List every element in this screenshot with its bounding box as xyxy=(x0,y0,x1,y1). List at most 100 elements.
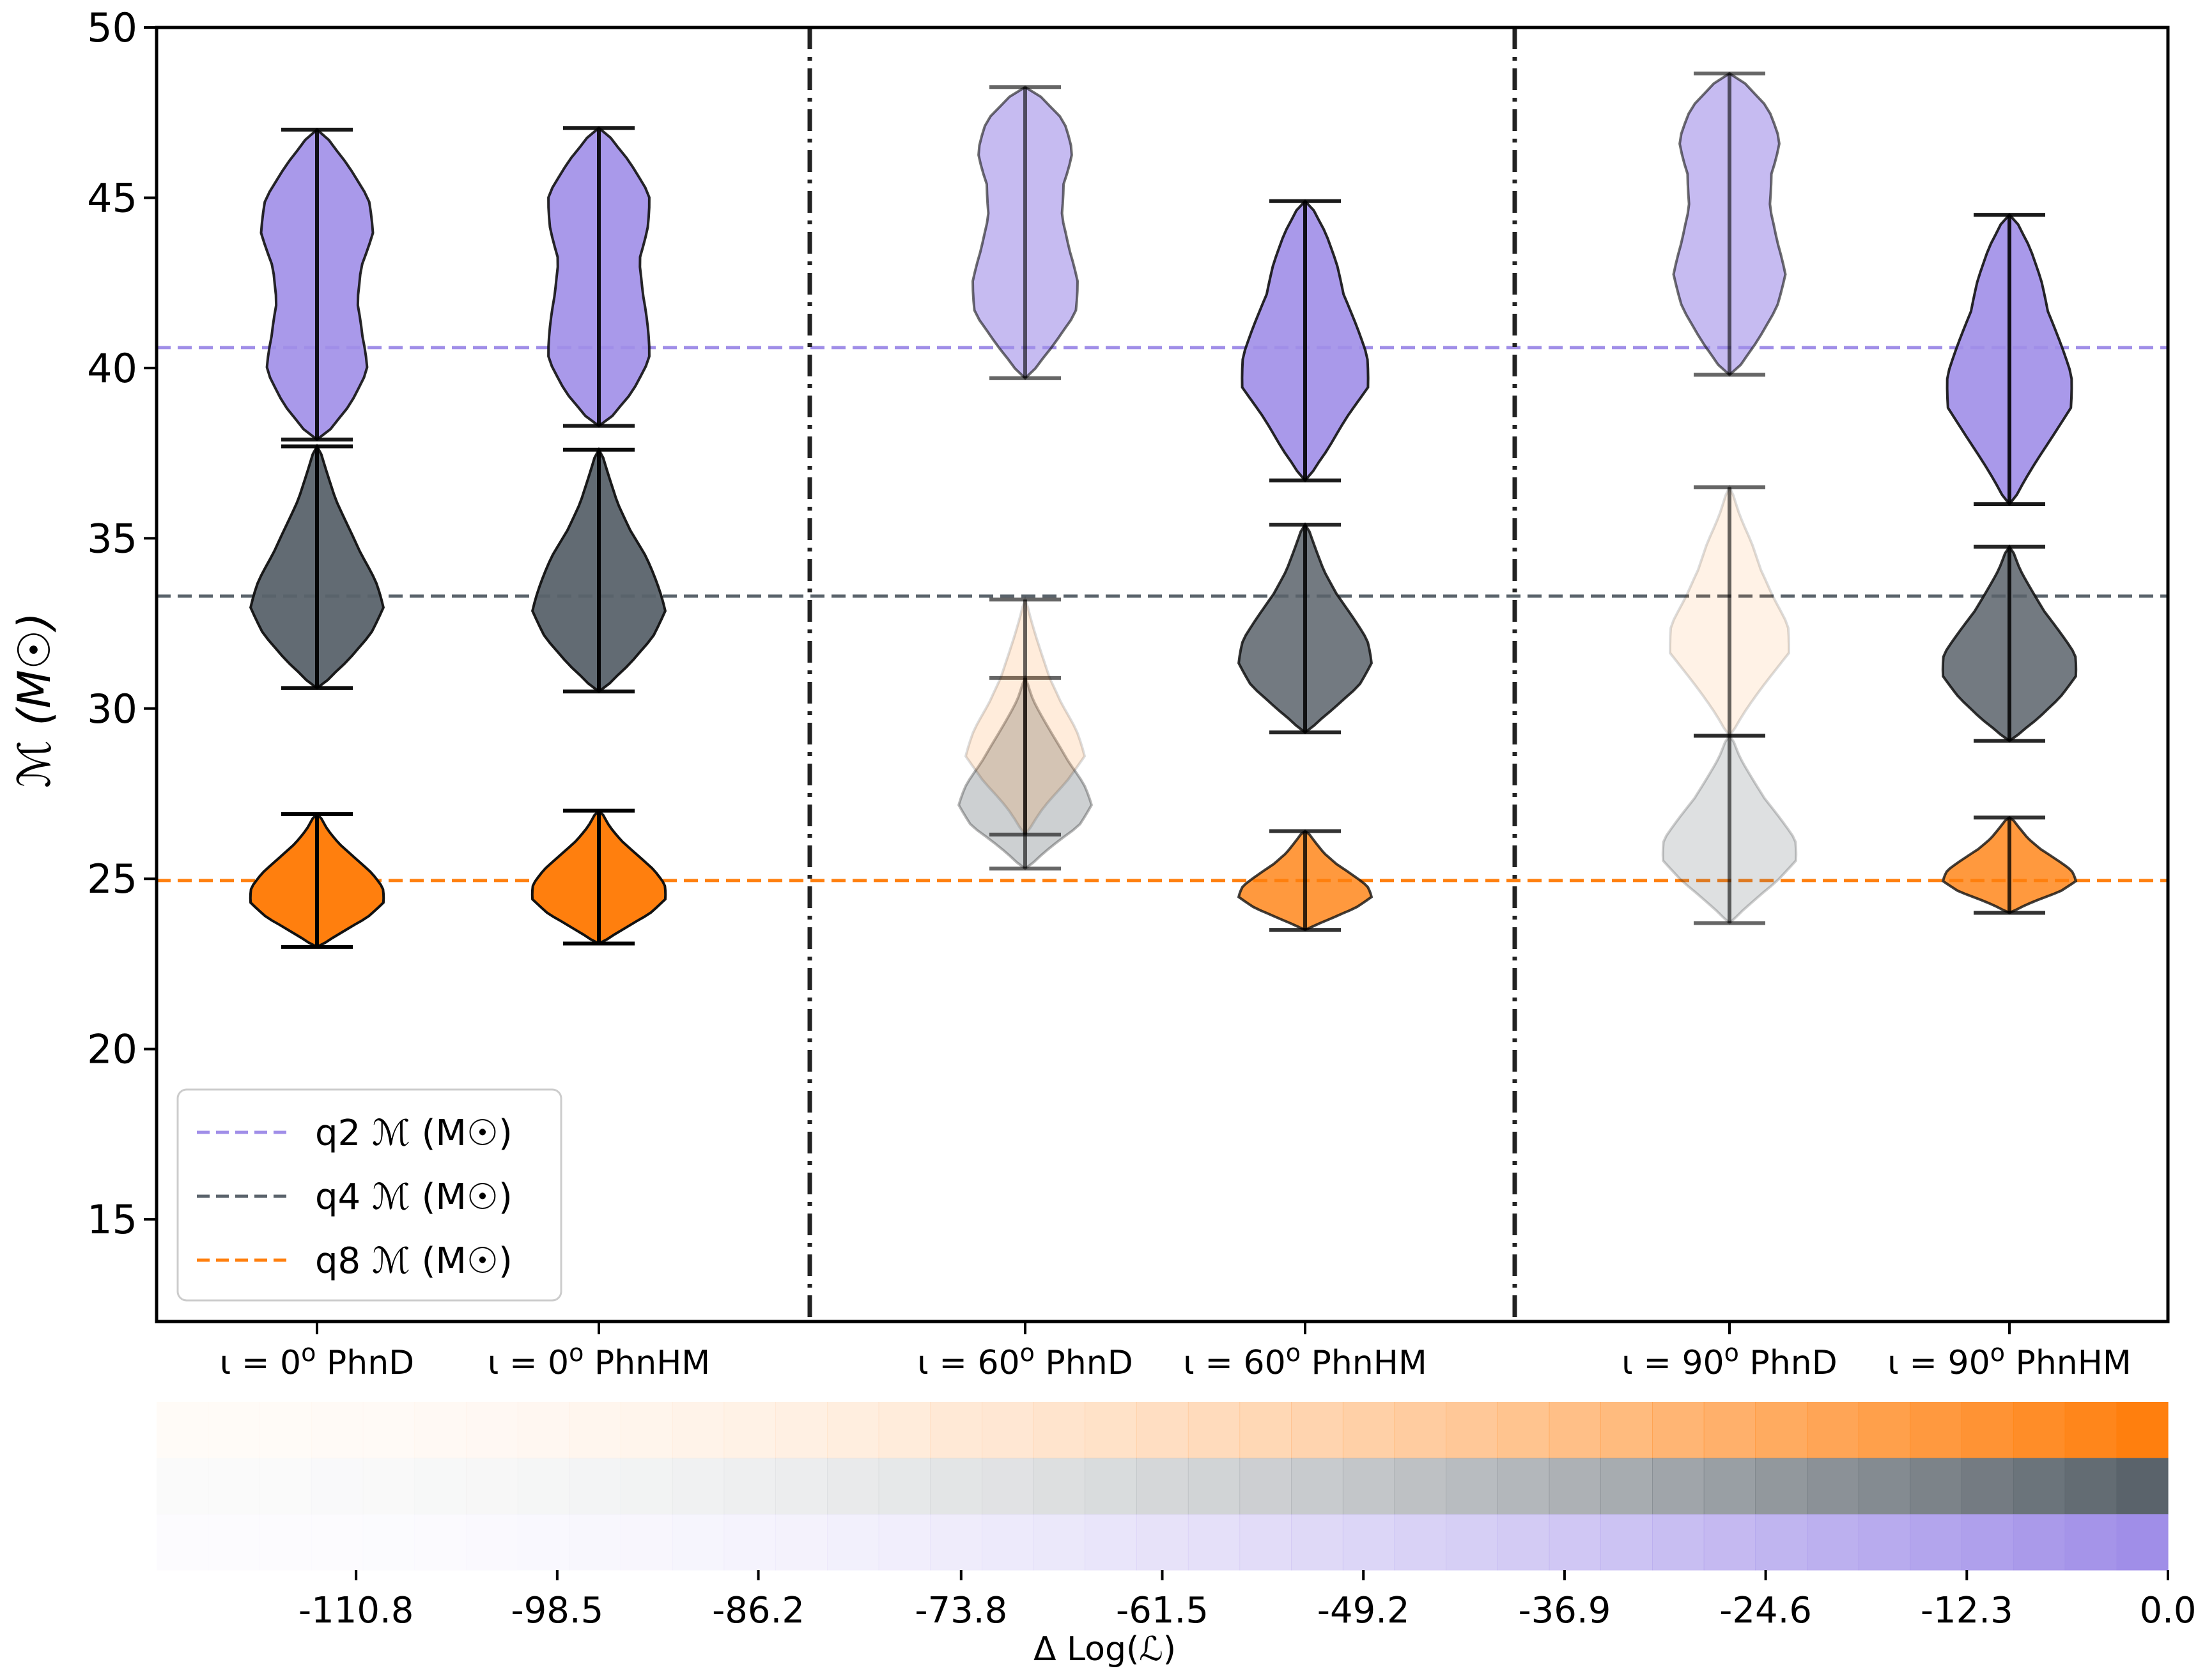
colorbar-cell xyxy=(775,1402,828,1459)
colorbar-cell xyxy=(621,1402,673,1459)
violin-q2-group-1 xyxy=(547,126,651,428)
colorbar-cell xyxy=(1085,1402,1137,1459)
violin-q8-group-3 xyxy=(1237,829,1373,932)
colorbar-cell xyxy=(1188,1458,1241,1514)
group-dividers xyxy=(807,27,1517,1322)
colorbar-cell xyxy=(1446,1514,1498,1571)
colorbar-cell xyxy=(259,1458,311,1514)
colorbar-cell xyxy=(362,1402,415,1459)
colorbar-tick-label: -98.5 xyxy=(511,1590,603,1631)
legend-label: q8 ℳ (M☉) xyxy=(315,1240,513,1282)
y-tick-label: 20 xyxy=(87,1026,137,1073)
colorbar-cell xyxy=(311,1402,363,1458)
y-axis: 15 20 25 30 35 40 45 50 xyxy=(87,4,157,1243)
colorbar-cell xyxy=(1755,1402,1807,1459)
colorbar-cell xyxy=(362,1514,415,1571)
y-tick-label: 40 xyxy=(87,345,137,392)
colorbar-cell xyxy=(311,1514,363,1570)
colorbar-cell xyxy=(2064,1514,2117,1571)
colorbar-cell xyxy=(208,1458,260,1514)
colorbar-cell xyxy=(157,1458,208,1514)
colorbar-cell xyxy=(1446,1402,1498,1459)
colorbar-cell xyxy=(2116,1514,2169,1571)
x-tick-label: ι = 60o PhnD xyxy=(917,1339,1133,1382)
colorbar-cell xyxy=(1291,1458,1343,1514)
y-tick-label: 25 xyxy=(87,856,137,902)
colorbar-cell xyxy=(1291,1402,1343,1459)
colorbar-cell xyxy=(1910,1458,1962,1514)
colorbar-cell xyxy=(1703,1458,1756,1514)
violin-q8-group-0 xyxy=(249,812,385,949)
colorbar-cell xyxy=(1549,1402,1601,1459)
colorbar-tick-label: -12.3 xyxy=(1921,1590,2013,1631)
colorbar-tick-label: -24.6 xyxy=(1719,1590,1812,1631)
colorbar-cell xyxy=(1136,1402,1189,1459)
colorbar-cell xyxy=(1600,1458,1653,1514)
colorbar-cell xyxy=(672,1458,725,1514)
x-tick-label: ι = 90o PhnHM xyxy=(1887,1339,2131,1382)
colorbar-cell xyxy=(259,1514,311,1570)
x-tick-label: ι = 90o PhnD xyxy=(1621,1339,1838,1382)
colorbar-cell xyxy=(1342,1458,1395,1514)
colorbar-cell xyxy=(2064,1458,2117,1514)
colorbar-cell xyxy=(827,1458,879,1514)
violin-q2-group-5 xyxy=(1946,213,2073,507)
y-tick-label: 35 xyxy=(87,515,137,562)
colorbar-row-q8 xyxy=(157,1402,2169,1459)
colorbar-cell xyxy=(1549,1514,1601,1571)
colorbar: -110.8 -98.5 -86.2 -73.8 -61.5 -49.2 -36.9 -24.… xyxy=(157,1402,2197,1631)
colorbar-cell xyxy=(569,1402,621,1459)
colorbar-tick-label: -36.9 xyxy=(1518,1590,1611,1631)
colorbar-cell xyxy=(621,1458,673,1514)
colorbar-cell xyxy=(775,1514,828,1571)
colorbar-cell xyxy=(1652,1402,1705,1459)
violin-q2-group-2 xyxy=(971,85,1079,380)
colorbar-cell xyxy=(2064,1402,2117,1459)
colorbar-cell xyxy=(1807,1402,1859,1459)
legend-label: q2 ℳ (M☉) xyxy=(315,1113,513,1154)
colorbar-cell xyxy=(569,1514,621,1571)
colorbar-cell xyxy=(1136,1514,1189,1571)
colorbar-cell xyxy=(930,1402,982,1459)
colorbar-cell xyxy=(157,1402,208,1458)
violin-q8-group-5 xyxy=(1941,815,2078,915)
violin-q8-group-2 xyxy=(964,596,1087,837)
legend-box xyxy=(176,1088,562,1302)
violin-q4-group-0 xyxy=(249,443,385,690)
colorbar-tick-label: -61.5 xyxy=(1116,1590,1209,1631)
colorbar-tick-label: -86.2 xyxy=(712,1590,805,1631)
colorbar-cell xyxy=(1033,1402,1086,1459)
violins xyxy=(249,71,2078,949)
colorbar-cell xyxy=(1755,1514,1807,1571)
reference-lines xyxy=(157,346,2168,882)
violin-q2-group-4 xyxy=(1672,71,1787,377)
colorbar-tick-label: 0.0 xyxy=(2139,1590,2196,1631)
colorbar-cell xyxy=(414,1458,467,1514)
colorbar-cell xyxy=(2116,1402,2169,1459)
colorbar-cell xyxy=(1910,1402,1962,1459)
x-tick-label: ι = 0o PhnD xyxy=(220,1339,414,1382)
violin-q8-group-4 xyxy=(1669,484,1790,738)
colorbar-tick-label: -49.2 xyxy=(1317,1590,1410,1631)
colorbar-row-q4 xyxy=(157,1458,2169,1514)
violin-q4-group-5 xyxy=(1941,544,2078,743)
colorbar-label: Δ Log(ℒ) xyxy=(1033,1630,1176,1668)
colorbar-cell xyxy=(1085,1458,1137,1514)
colorbar-cell xyxy=(157,1514,208,1570)
colorbar-cell xyxy=(1961,1458,2014,1514)
colorbar-cell xyxy=(1549,1458,1601,1514)
colorbar-cell xyxy=(775,1458,828,1514)
colorbar-cell xyxy=(982,1458,1034,1514)
colorbar-cell xyxy=(1652,1514,1705,1571)
legend-entry-q2: q2 ℳ (M☉) xyxy=(197,1113,513,1154)
legend: q2 ℳ (M☉) q4 ℳ (M☉) q8 ℳ (M☉) xyxy=(176,1088,562,1302)
colorbar-cell xyxy=(466,1458,518,1514)
colorbar-cell xyxy=(1497,1514,1550,1571)
colorbar-cell xyxy=(517,1458,570,1514)
colorbar-cell xyxy=(1858,1402,1911,1459)
plot-frame xyxy=(155,26,2170,1323)
colorbar-cell xyxy=(1961,1402,2014,1459)
colorbar-cell xyxy=(2013,1402,2066,1459)
